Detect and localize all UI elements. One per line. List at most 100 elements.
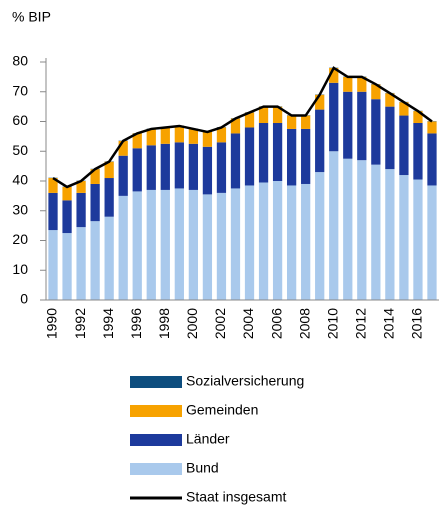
y-tick-label: 50 — [12, 142, 28, 158]
bar-segment — [272, 181, 283, 300]
bar-segment — [76, 192, 86, 228]
x-tick-label: 2016 — [409, 308, 425, 339]
bar-segment — [343, 91, 353, 159]
legend-label: Sozialversicherung — [186, 373, 304, 389]
bar-segment — [202, 194, 213, 300]
bar-segment — [286, 128, 297, 186]
total-line — [52, 66, 433, 189]
bar-segment — [230, 133, 241, 189]
bar-segment — [399, 102, 409, 116]
bar-segment — [90, 169, 100, 184]
bar-segment — [315, 172, 325, 300]
bar-segment — [413, 179, 423, 300]
bar-segment — [216, 192, 227, 300]
x-tick-label: 2014 — [381, 308, 397, 339]
bar-segment — [244, 185, 255, 300]
x-tick-label: 2006 — [268, 308, 284, 339]
x-tick-label: 2004 — [240, 308, 256, 339]
legend-swatch — [130, 376, 182, 388]
bar-segment — [371, 84, 381, 100]
bar-segment — [286, 115, 297, 129]
x-tick-label: 2008 — [296, 308, 312, 339]
bar-segment — [301, 128, 311, 184]
bar-segment — [118, 140, 128, 156]
bar-segment — [76, 227, 86, 300]
bar-segment — [48, 178, 58, 193]
bar-segment — [230, 118, 241, 134]
legend-label: Gemeinden — [186, 402, 258, 418]
bar-segment — [188, 189, 199, 300]
bar-segment — [146, 128, 156, 146]
bar-segment — [132, 133, 142, 149]
bar-segment — [258, 182, 269, 300]
bar-segment — [62, 186, 72, 201]
bar-segment — [301, 183, 311, 300]
bar-segment — [118, 195, 128, 300]
bar-segment — [216, 127, 227, 143]
x-tick-label: 2010 — [324, 308, 340, 339]
x-tick-label: 1998 — [156, 308, 172, 339]
bar-segment — [329, 151, 339, 300]
bar-segment — [216, 142, 227, 193]
bar-segment — [104, 161, 114, 179]
x-tick-label: 2002 — [212, 308, 228, 339]
bar-segment — [202, 146, 213, 195]
bar-segment — [132, 148, 142, 192]
bar-segment — [48, 230, 58, 300]
bar-segment — [90, 221, 100, 300]
bar-segment — [160, 127, 170, 144]
bar-segment — [62, 233, 72, 300]
bar-segment — [244, 127, 255, 186]
legend-label: Länder — [186, 431, 230, 447]
bar-segment — [48, 192, 58, 231]
bar-segment — [146, 189, 156, 300]
bar-segment — [258, 106, 269, 123]
x-tick-label: 2012 — [353, 308, 369, 339]
x-tick-label: 1994 — [100, 308, 116, 339]
bar-segment — [399, 175, 409, 300]
bar-segment — [90, 183, 100, 222]
bar-segment — [413, 122, 423, 180]
bar-segment — [301, 115, 311, 129]
y-tick-label: 40 — [12, 172, 28, 188]
bar-segment — [174, 125, 184, 143]
y-axis-label: % BIP — [12, 9, 51, 25]
bar-segment — [160, 189, 170, 300]
x-tick-label: 1996 — [128, 308, 144, 339]
bar-segment — [315, 94, 325, 110]
bar-segment — [188, 128, 199, 144]
y-tick-label: 70 — [12, 82, 28, 98]
bar-segment — [315, 109, 325, 173]
bar-segment — [188, 143, 199, 190]
bar-segment — [357, 76, 367, 92]
bar-segment — [343, 76, 353, 92]
y-tick-label: 0 — [20, 291, 28, 307]
x-tick-label: 2000 — [184, 308, 200, 339]
bar-segment — [385, 93, 395, 107]
bar-segment — [272, 106, 283, 123]
bar-segment — [174, 188, 184, 300]
legend-swatch — [130, 434, 182, 446]
bar-segment — [357, 91, 367, 161]
bar-segment — [244, 112, 255, 128]
bar-segment — [160, 143, 170, 190]
bar-segment — [343, 158, 353, 300]
y-tick-label: 10 — [12, 261, 28, 277]
bar-segment — [399, 115, 409, 176]
bar-segment — [329, 67, 339, 83]
x-tick-label: 1990 — [44, 308, 60, 339]
bar-segment — [357, 160, 367, 300]
bar-segment — [202, 131, 213, 147]
bar-segment — [385, 106, 395, 170]
bar-segment — [146, 145, 156, 190]
legend-swatch — [130, 405, 182, 417]
bar-segment — [174, 142, 184, 189]
y-tick-label: 30 — [12, 201, 28, 217]
bar-segment — [230, 188, 241, 300]
bar-segment — [427, 133, 437, 186]
bar-segment — [76, 181, 86, 193]
bar-segment — [371, 99, 381, 165]
bar-segment — [385, 169, 395, 300]
y-tick-label: 20 — [12, 231, 28, 247]
